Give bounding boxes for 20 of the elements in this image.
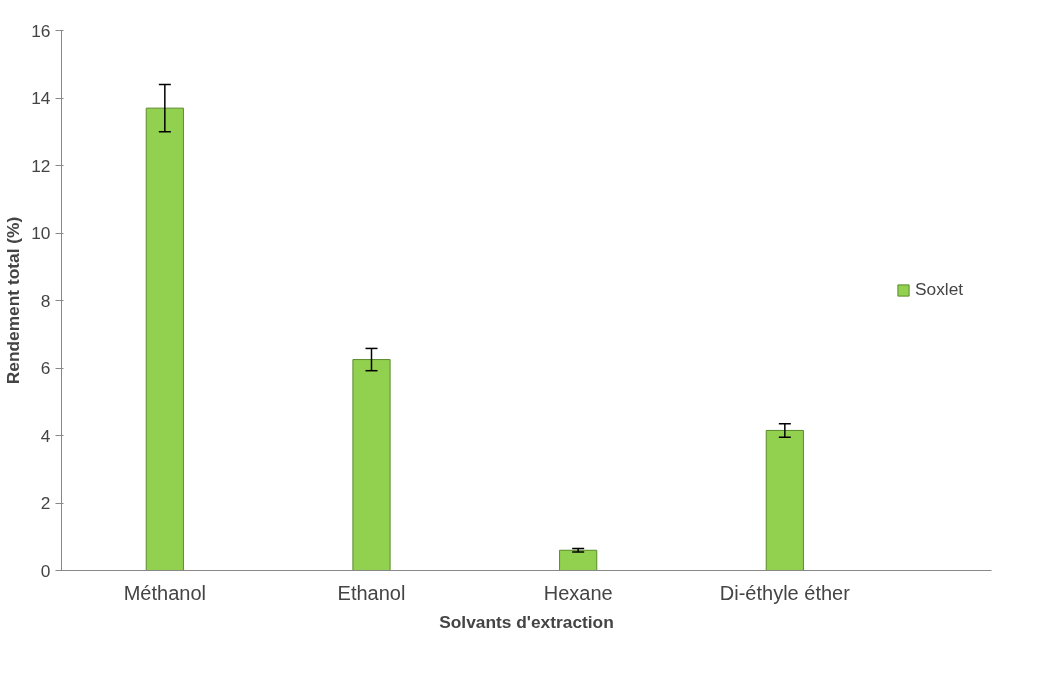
x-tick-label: Di-éthyle éther [719, 581, 851, 604]
y-axis-title: Rendement total (%) [3, 216, 24, 385]
bar [145, 107, 184, 571]
y-tick-label: 16 [31, 20, 51, 41]
x-tick-label: Ethanol [337, 581, 406, 604]
y-tick-label: 2 [40, 493, 51, 513]
y-tick-label: 14 [31, 88, 51, 108]
y-tick-label: 6 [40, 358, 51, 378]
x-tick-label: Méthanol [123, 581, 206, 604]
y-tick-label: 0 [40, 560, 51, 581]
bar [765, 429, 804, 571]
legend-label: Soxlet [915, 279, 964, 300]
y-tick-label: 12 [31, 155, 51, 176]
y-tick-label: 8 [40, 290, 51, 311]
x-axis-title: Solvants d'extraction [439, 611, 614, 632]
x-tick-label: Hexane [543, 581, 613, 604]
y-tick-label: 10 [31, 223, 51, 243]
bar [559, 549, 598, 571]
y-tick-label: 4 [40, 425, 51, 446]
bar [352, 359, 391, 571]
